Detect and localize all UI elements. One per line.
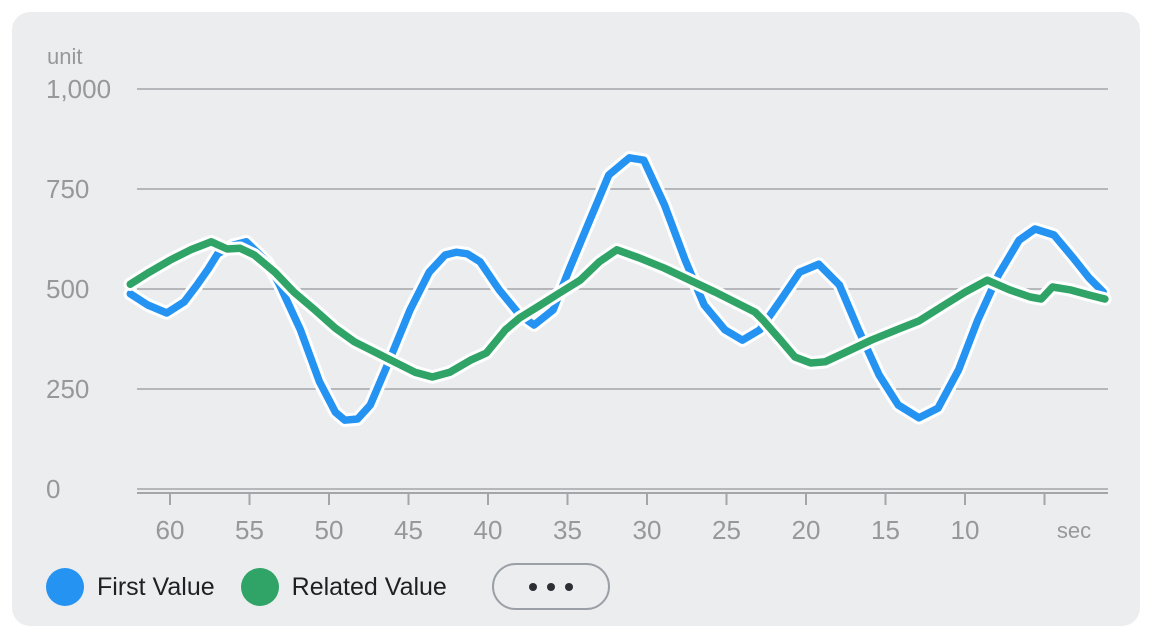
x-axis-tick-label: 35	[553, 515, 582, 545]
x-axis-tick-label: 60	[155, 515, 185, 545]
more-options-button[interactable]	[492, 563, 610, 610]
ellipsis-icon	[547, 582, 555, 591]
series-lines	[123, 151, 1112, 427]
chart-card	[12, 12, 1140, 626]
first-value-dot-icon	[46, 568, 84, 606]
ellipsis-icon	[529, 582, 537, 591]
ellipsis-icon	[565, 582, 573, 591]
x-axis-tick-label: 55	[235, 515, 264, 545]
related-value-dot-icon	[240, 568, 279, 606]
legend-label-first-value: First Value	[97, 573, 215, 601]
x-axis-tick-label: 20	[791, 515, 821, 545]
y-axis-tick-label: 500	[46, 274, 90, 304]
x-axis-ticks	[137, 492, 1108, 505]
y-axis-tick-label: 0	[46, 474, 61, 504]
x-axis-tick-label: 50	[314, 515, 344, 545]
chart-legend: First Value Related Value	[46, 563, 447, 611]
x-axis-tick-label: 15	[871, 515, 900, 545]
y-axis-tick-label: 750	[46, 174, 90, 204]
y-axis-tick-label: 1,000	[46, 74, 112, 104]
x-axis-tick-label: 45	[394, 515, 423, 545]
x-axis-tick-label: 25	[712, 515, 741, 545]
legend-label-related-value: Related Value	[291, 573, 447, 601]
series-line-1	[126, 238, 1109, 381]
y-axis-tick-label: 250	[46, 374, 90, 404]
x-axis-unit-label: sec	[1056, 518, 1092, 543]
x-axis-tick-label: 40	[473, 515, 503, 545]
x-axis-tick-label: 10	[950, 515, 980, 545]
legend-item-related-value[interactable]: Related Value	[240, 568, 447, 606]
x-axis-tick-label: 30	[632, 515, 662, 545]
y-axis-unit-label: unit	[47, 44, 83, 69]
legend-item-first-value[interactable]: First Value	[46, 568, 215, 606]
